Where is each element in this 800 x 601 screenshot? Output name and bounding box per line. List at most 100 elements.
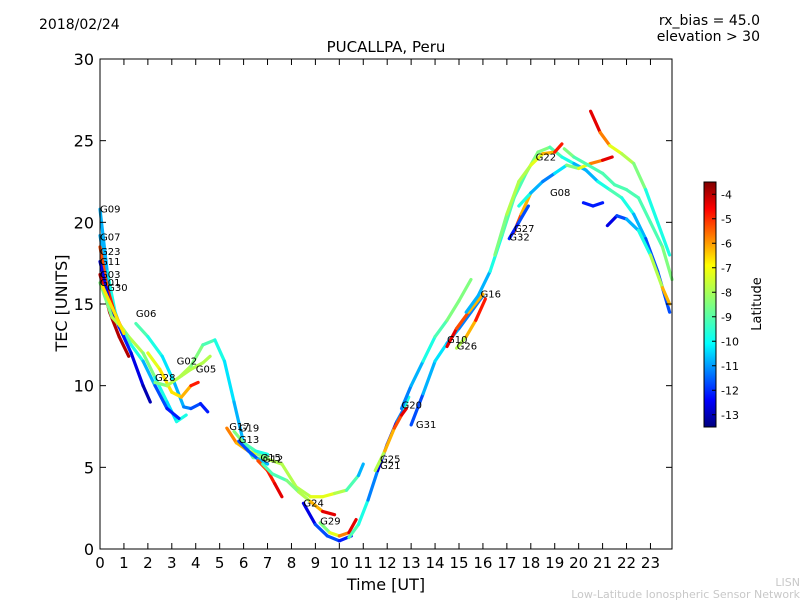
track-segment: [656, 220, 672, 257]
track-segment: [129, 351, 145, 388]
track-segment: [285, 478, 301, 494]
series-G13: [237, 439, 270, 466]
x-tick-label: 6: [239, 554, 249, 572]
sat-label-G19: G19: [239, 423, 259, 434]
colorbar-tick-label: -10: [721, 335, 739, 348]
track-segment: [237, 439, 250, 453]
track-segment: [505, 179, 521, 216]
satellite-labels: G09G07G23G11G03G01G30G06G02G28G05G17G19G…: [100, 152, 570, 527]
x-axis-label: Time [UT]: [346, 575, 425, 594]
sat-label-G07: G07: [100, 232, 120, 243]
colorbar-tick-label: -4: [721, 188, 732, 201]
track-segment: [624, 217, 641, 233]
track-segment: [309, 500, 325, 514]
track-segment: [632, 212, 648, 241]
track-segment: [127, 335, 145, 355]
track-segment: [421, 335, 437, 363]
rx-bias-label: rx_bias = 45.0: [658, 13, 760, 29]
track-segment: [265, 457, 284, 466]
sat-label-G26: G26: [457, 342, 477, 353]
track-segment: [110, 305, 126, 335]
x-tick-label: 1: [119, 554, 129, 572]
series-G12: [261, 462, 337, 517]
track-segment: [344, 473, 361, 492]
series-G10: [445, 292, 485, 349]
track-segment: [605, 214, 619, 228]
track-segment: [517, 204, 531, 224]
track-segment: [129, 343, 145, 363]
colorbar-ticks: -4 -5 -6 -7 -8 -9 -10 -11 -12 -13: [712, 188, 739, 422]
track-segment: [445, 326, 459, 349]
sat-label-G27: G27: [514, 224, 534, 235]
sat-label-G05: G05: [196, 365, 216, 376]
colorbar-tick-label: -8: [721, 286, 732, 299]
sat-label-G06: G06: [136, 309, 156, 320]
track-segment: [433, 318, 449, 339]
track-segment: [232, 400, 246, 445]
track-segment: [347, 517, 358, 535]
track-segment: [536, 145, 552, 154]
colorbar-tick-label: -11: [721, 360, 739, 373]
track-segment: [280, 462, 298, 489]
y-tick-label: 0: [84, 540, 94, 559]
track-segment: [332, 488, 349, 496]
track-segment: [553, 163, 569, 175]
track-segment: [493, 212, 509, 257]
y-tick-label: 15: [74, 295, 94, 314]
track-segment: [383, 426, 396, 453]
track-segment: [273, 482, 284, 499]
lisn-short-label: LISN: [775, 576, 800, 589]
y-axis-ticks: 0 5 10 15 20 25 30: [74, 50, 672, 559]
track-segment: [445, 299, 461, 322]
track-segment: [600, 171, 617, 187]
track-segment: [146, 351, 162, 371]
track-segment: [589, 109, 602, 135]
track-segment: [117, 335, 131, 358]
x-tick-label: 5: [215, 554, 225, 572]
track-segment: [620, 196, 636, 216]
series-G21: [373, 406, 408, 473]
x-tick-label: 17: [497, 554, 516, 572]
track-segment: [320, 509, 337, 517]
chart-title: PUCALLPA, Peru: [327, 38, 446, 56]
track-segment: [134, 322, 150, 339]
series-G15: [256, 459, 284, 499]
track-segment: [648, 220, 665, 249]
track-segment: [457, 310, 473, 331]
track-segment: [591, 201, 605, 208]
elevation-label: elevation > 30: [656, 29, 760, 45]
track-segment: [146, 335, 164, 358]
track-segment: [399, 406, 408, 417]
track-segment: [301, 501, 317, 527]
sat-label-G01: G01: [100, 278, 120, 289]
series-track-31: [605, 214, 672, 306]
track-segment: [581, 201, 595, 208]
x-tick-label: 20: [569, 554, 588, 572]
track-segment: [356, 498, 370, 527]
series-G19: [232, 429, 270, 456]
track-segment: [660, 286, 672, 306]
track-segment: [636, 196, 653, 224]
sat-label-G09: G09: [100, 205, 120, 216]
track-segment: [586, 163, 605, 175]
y-tick-label: 5: [84, 458, 94, 477]
series-G30: [100, 284, 126, 335]
track-segment: [565, 163, 581, 171]
track-segment: [241, 441, 258, 453]
colorbar-tick-label: -9: [721, 311, 732, 324]
track-segment: [160, 354, 176, 384]
track-segment: [608, 143, 624, 156]
x-tick-label: 7: [263, 554, 273, 572]
track-segment: [541, 150, 557, 156]
track-segment: [589, 158, 605, 166]
sat-label-G21: G21: [380, 461, 400, 472]
series-track-29: [589, 109, 672, 257]
track-segment: [297, 490, 313, 504]
track-segment: [474, 297, 487, 322]
x-tick-label: 4: [191, 554, 201, 572]
colorbar-tick-label: -13: [721, 409, 739, 422]
track-segment: [402, 395, 411, 411]
track-segment: [170, 390, 183, 399]
x-tick-label: 11: [354, 554, 373, 572]
